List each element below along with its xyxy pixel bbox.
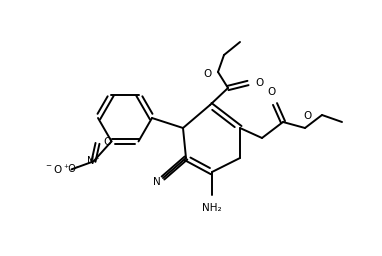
Text: $^-$O: $^-$O xyxy=(44,163,63,175)
Text: O: O xyxy=(303,111,311,121)
Text: O: O xyxy=(255,78,263,88)
Text: N: N xyxy=(153,177,161,187)
Text: ⁺O⁻: ⁺O⁻ xyxy=(63,164,81,174)
Text: O: O xyxy=(104,137,112,147)
Text: O: O xyxy=(268,87,276,97)
Text: O: O xyxy=(204,69,212,79)
Text: NH₂: NH₂ xyxy=(202,203,222,213)
Text: N⁺: N⁺ xyxy=(87,156,100,166)
